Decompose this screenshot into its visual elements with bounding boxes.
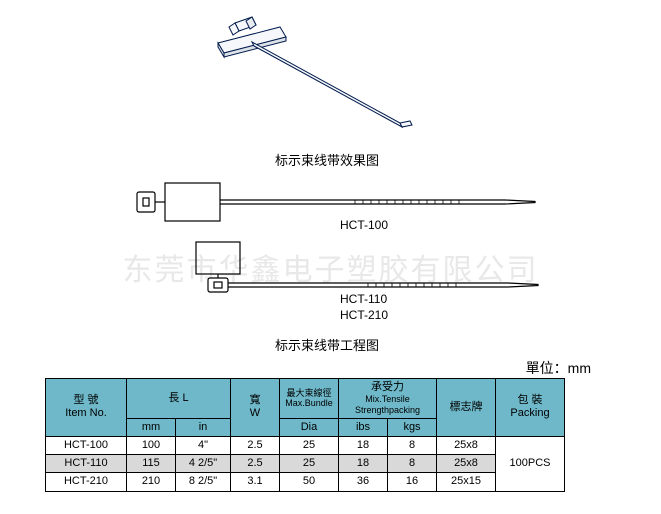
th-w-cn: 寬 [250, 394, 261, 406]
label-hct100: HCT-100 [340, 218, 388, 232]
cell-tag: 25x8 [437, 455, 496, 473]
label-hct210: HCT-210 [340, 308, 388, 322]
unit-label: 單位：mm [526, 358, 591, 378]
th-tag: 標志牌 [437, 379, 496, 437]
th-pack: 包 裝 Packing [496, 379, 565, 437]
caption-effect: 标示束线带效果图 [275, 150, 379, 169]
diagram-3d-effect [200, 5, 420, 145]
cell-ibs: 18 [339, 455, 388, 473]
cell-ibs: 18 [339, 436, 388, 454]
cell-mm: 210 [127, 473, 176, 491]
cell-in: 8 2/5" [176, 473, 231, 491]
cell-w: 3.1 [231, 473, 280, 491]
cell-kgs: 8 [388, 455, 437, 473]
cell-packing: 100PCS [496, 436, 565, 491]
th-dia: Dia [280, 418, 339, 436]
th-bundle: 最大束線徑 Max.Bundle [280, 379, 339, 419]
spec-table: 型 號 Item No. 長 L 寬 W 最大束線徑 Max.Bundle 承受… [45, 378, 565, 492]
th-mm: mm [127, 418, 176, 436]
table-body: HCT-100 100 4" 2.5 25 18 8 25x8 100PCS H… [46, 436, 565, 491]
cell-w: 2.5 [231, 455, 280, 473]
th-str-cn: 承受力 [371, 381, 404, 393]
diagram-tie-hct110 [178, 240, 548, 295]
th-length: 長 L [127, 379, 231, 419]
cell-item: HCT-110 [46, 455, 127, 473]
cell-dia: 50 [280, 473, 339, 491]
th-pack-en: Packing [510, 407, 549, 419]
cell-item: HCT-210 [46, 473, 127, 491]
th-str-en: Mix.Tensile Strengthpacking [343, 394, 432, 416]
cell-dia: 25 [280, 455, 339, 473]
cell-dia: 25 [280, 436, 339, 454]
th-kgs: kgs [388, 418, 437, 436]
th-ibs: ibs [339, 418, 388, 436]
th-bundle-cn: 最大束線徑 [284, 388, 334, 399]
cell-w: 2.5 [231, 436, 280, 454]
cell-in: 4 2/5" [176, 455, 231, 473]
th-item-en: Item No. [65, 407, 107, 419]
cell-ibs: 36 [339, 473, 388, 491]
th-width: 寬 W [231, 379, 280, 437]
th-strength: 承受力 Mix.Tensile Strengthpacking [339, 379, 437, 419]
table-row: HCT-110 115 4 2/5" 2.5 25 18 8 25x8 [46, 455, 565, 473]
caption-engineering: 标示束线带工程图 [275, 335, 379, 354]
th-item-cn: 型 號 [73, 394, 98, 406]
th-item: 型 號 Item No. [46, 379, 127, 437]
th-bundle-en: Max.Bundle [284, 398, 334, 409]
cell-in: 4" [176, 436, 231, 454]
cell-kgs: 16 [388, 473, 437, 491]
cell-tag: 25x8 [437, 436, 496, 454]
cell-tag: 25x15 [437, 473, 496, 491]
table-row: HCT-100 100 4" 2.5 25 18 8 25x8 100PCS [46, 436, 565, 454]
cell-kgs: 8 [388, 436, 437, 454]
cell-item: HCT-100 [46, 436, 127, 454]
cell-mm: 115 [127, 455, 176, 473]
th-w-en: W [250, 407, 260, 419]
cell-mm: 100 [127, 436, 176, 454]
th-in: in [176, 418, 231, 436]
label-hct110: HCT-110 [340, 292, 387, 306]
th-pack-cn: 包 裝 [517, 394, 542, 406]
table-row: HCT-210 210 8 2/5" 3.1 50 36 16 25x15 [46, 473, 565, 491]
